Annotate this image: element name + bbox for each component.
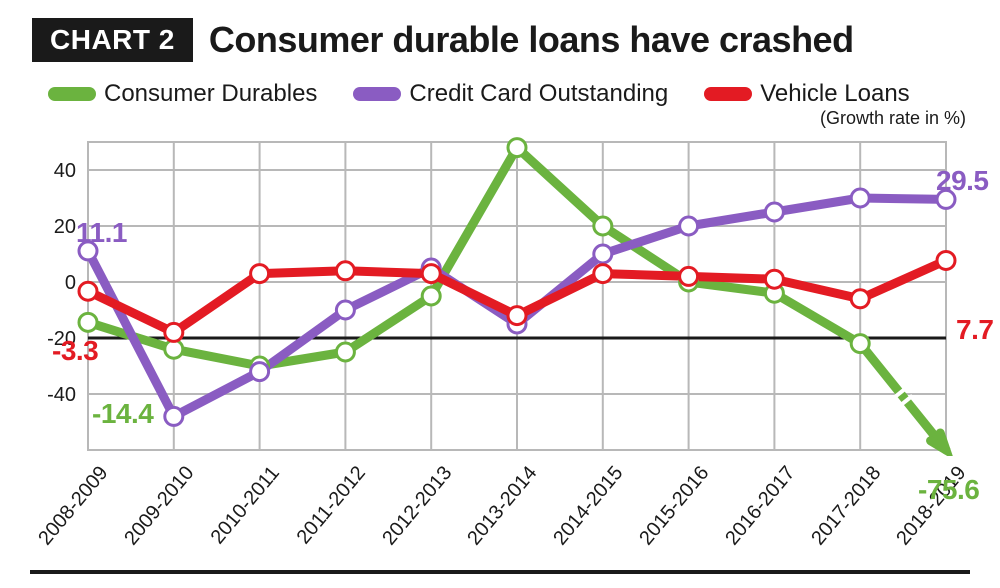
chart-title: Consumer durable loans have crashed — [209, 19, 854, 61]
legend-item: Vehicle Loans — [704, 80, 909, 108]
value-label: -75.6 — [918, 474, 979, 506]
bottom-rule — [30, 570, 970, 574]
x-axis-label: 2010-2011 — [207, 462, 285, 549]
value-label: -3.3 — [52, 335, 98, 367]
x-axis-label: 2008-2009 — [35, 462, 114, 550]
value-label: 11.1 — [76, 217, 127, 249]
chart-plot-area: -40-2002040 — [30, 136, 970, 456]
chart-subtitle: (Growth rate in %) — [820, 108, 966, 129]
legend-swatch — [704, 87, 752, 101]
legend: Consumer Durables Credit Card Outstanding… — [0, 62, 1000, 108]
value-label: 7.7 — [956, 314, 993, 346]
x-axis-label: 2013-2014 — [464, 462, 543, 550]
legend-label: Vehicle Loans — [760, 80, 909, 108]
svg-text:40: 40 — [54, 160, 76, 182]
value-label: -14.4 — [92, 398, 153, 430]
x-axis-label: 2012-2013 — [378, 462, 457, 550]
legend-label: Consumer Durables — [104, 80, 317, 108]
x-axis-label: 2016-2017 — [721, 462, 800, 550]
legend-item: Credit Card Outstanding — [353, 80, 668, 108]
x-axis-label: 2011-2012 — [293, 462, 371, 549]
x-axis-label: 2009-2010 — [120, 462, 199, 550]
svg-text:-40: -40 — [47, 384, 76, 406]
value-label: 29.5 — [936, 165, 989, 197]
x-axis-labels: 2008-20092009-20102010-20112011-20122012… — [30, 456, 970, 556]
header: CHART 2 Consumer durable loans have cras… — [0, 0, 1000, 62]
x-axis-label: 2017-2018 — [807, 462, 886, 550]
x-axis-label: 2015-2016 — [635, 462, 714, 550]
chart-badge: CHART 2 — [32, 18, 193, 62]
svg-text:0: 0 — [65, 272, 76, 294]
x-axis-label: 2014-2015 — [549, 462, 628, 550]
legend-label: Credit Card Outstanding — [409, 80, 668, 108]
svg-text:20: 20 — [54, 216, 76, 238]
legend-item: Consumer Durables — [48, 80, 317, 108]
chart-container: CHART 2 Consumer durable loans have cras… — [0, 0, 1000, 588]
legend-swatch — [353, 87, 401, 101]
legend-swatch — [48, 87, 96, 101]
